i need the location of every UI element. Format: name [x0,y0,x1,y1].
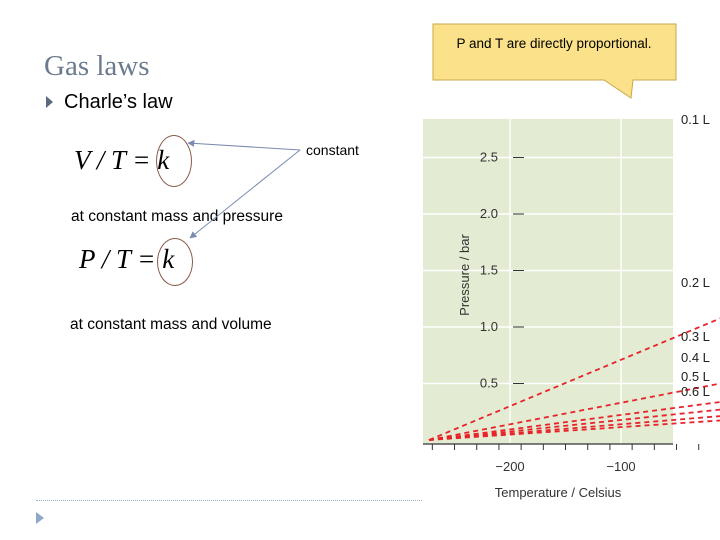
bullet-charles-law: Charle’s law [64,91,173,113]
series-extrapolation [428,419,720,441]
series-label: 0.2 L [681,275,710,290]
arrow-to-constant-1 [187,139,301,151]
y-tick-label: 1.0 [480,319,498,334]
bullet-arrow-icon [46,96,53,108]
footer-arrow-icon [36,512,44,524]
x-axis-label: Temperature / Celsius [495,485,622,500]
caption-constant-pressure: at constant mass and pressure [71,208,283,225]
series-label: 0.4 L [681,350,710,365]
plot-axes [423,157,700,450]
x-tick-label: −100 [606,459,635,474]
series-label: 0.5 L [681,369,710,384]
constant-label: constant [306,142,359,158]
y-axis-label: Pressure / bar [457,234,472,316]
series-extrapolation [428,415,720,441]
series-extrapolation [428,382,720,441]
plot-series [428,317,720,441]
series-extrapolation [428,408,720,441]
equation-volume-temperature: V / T = k [74,145,170,175]
y-tick-label: 1.5 [480,263,498,278]
plot-labels: 0.51.01.52.02.5−200−1000100200300400Temp… [457,112,710,500]
footer-divider [36,500,422,501]
series-label: 0.3 L [681,329,710,344]
constant-circle-2 [157,238,193,286]
series-label: 0.1 L [681,112,710,127]
caption-constant-volume: at constant mass and volume [70,316,272,333]
series-extrapolation [428,401,720,441]
y-tick-label: 2.5 [480,150,498,165]
arrow-to-constant-2 [189,149,301,239]
x-tick-label: −200 [495,459,524,474]
series-label: 0.6 L [681,384,710,399]
y-tick-label: 0.5 [480,376,498,391]
constant-circle-1 [156,135,192,187]
y-tick-label: 2.0 [480,206,498,221]
series-extrapolation [428,317,720,441]
slide-title: Gas laws [44,50,150,82]
callout-text: P and T are directly proportional. [456,36,652,51]
plot-grid [423,119,673,444]
